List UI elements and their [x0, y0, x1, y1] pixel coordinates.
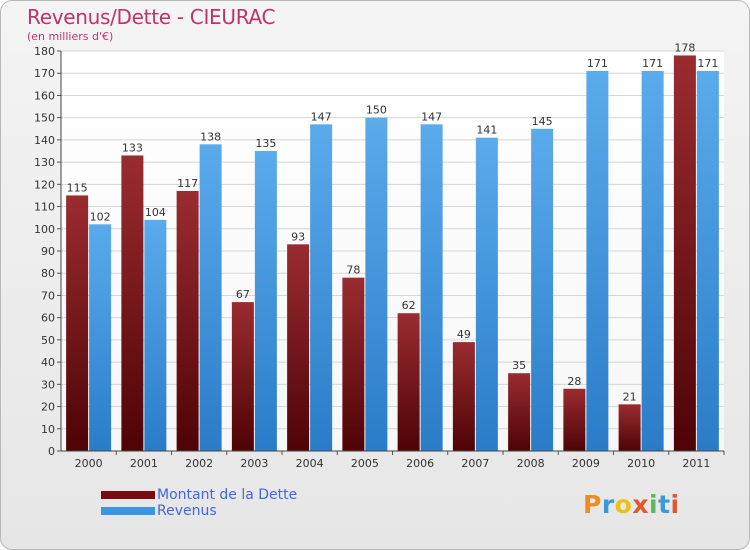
bar-debt: [121, 155, 144, 451]
logo-letter: i: [649, 490, 659, 519]
bar-debt: [342, 277, 365, 451]
y-tick-label: 130: [34, 156, 55, 169]
bar-debt: [508, 373, 531, 451]
legend-item-revenue: Revenus: [101, 502, 297, 519]
y-tick-label: 60: [41, 312, 55, 325]
legend-label-debt: Montant de la Dette: [157, 486, 298, 503]
logo-letter: P: [583, 490, 602, 519]
x-tick-label: 2001: [130, 457, 158, 470]
y-tick-label: 50: [41, 334, 55, 347]
bar-debt: [397, 313, 420, 451]
x-tick-label: 2008: [517, 457, 545, 470]
y-tick-label: 140: [34, 134, 55, 147]
bar-debt: [618, 404, 641, 451]
data-label-debt: 117: [177, 177, 198, 190]
bar-revenue: [420, 124, 443, 451]
data-label-revenue: 135: [255, 137, 276, 150]
x-tick-label: 2000: [75, 457, 103, 470]
bar-debt: [673, 55, 696, 451]
bar-revenue: [365, 117, 388, 452]
logo-letter: t: [658, 490, 671, 519]
bar-revenue: [475, 137, 498, 451]
y-tick-label: 160: [34, 89, 55, 102]
chart-subtitle: (en milliers d'€): [27, 30, 114, 43]
bar-revenue: [586, 71, 609, 451]
data-label-revenue: 171: [642, 57, 663, 70]
data-label-debt: 78: [346, 264, 360, 277]
data-label-revenue: 145: [532, 115, 553, 128]
data-label-debt: 49: [457, 328, 471, 341]
legend-item-debt: Montant de la Dette: [101, 486, 298, 503]
y-tick-label: 70: [41, 289, 55, 302]
data-label-revenue: 138: [200, 130, 221, 143]
data-label-debt: 28: [567, 375, 581, 388]
logo-letter: i: [670, 490, 680, 519]
data-label-debt: 178: [674, 41, 695, 54]
data-label-revenue: 147: [421, 110, 442, 123]
logo-letter: r: [601, 490, 615, 519]
x-tick-label: 2002: [185, 457, 213, 470]
y-tick-label: 0: [48, 445, 55, 458]
data-label-revenue: 171: [697, 57, 718, 70]
data-label-revenue: 104: [145, 206, 166, 219]
y-tick-label: 10: [41, 423, 55, 436]
bar-revenue: [144, 219, 167, 451]
data-label-debt: 62: [402, 299, 416, 312]
bar-debt: [66, 195, 89, 451]
bar-debt: [452, 342, 475, 451]
data-label-debt: 21: [623, 390, 637, 403]
logo-letter: o: [614, 490, 633, 519]
y-tick-label: 100: [34, 223, 55, 236]
x-tick-label: 2005: [351, 457, 379, 470]
bar-revenue: [696, 71, 719, 451]
legend-swatch-revenue: [101, 506, 155, 515]
bar-revenue: [89, 224, 112, 451]
chart-title: Revenus/Dette - CIEURAC: [27, 5, 276, 29]
legend-label-revenue: Revenus: [157, 502, 217, 519]
legend-swatch-debt: [101, 490, 155, 499]
y-tick-label: 170: [34, 67, 55, 80]
bar-debt: [563, 388, 586, 451]
data-label-revenue: 150: [366, 104, 387, 117]
logo-letter: x: [632, 490, 649, 519]
data-label-revenue: 147: [311, 110, 332, 123]
proxiti-logo: Proxiti: [583, 490, 680, 519]
y-tick-label: 40: [41, 356, 55, 369]
bar-revenue: [531, 128, 554, 451]
legend: Montant de la Dette Revenus: [101, 487, 297, 519]
bar-revenue: [254, 151, 277, 451]
x-tick-label: 2004: [296, 457, 324, 470]
y-tick-label: 120: [34, 178, 55, 191]
bar-revenue: [310, 124, 333, 451]
y-tick-label: 110: [34, 201, 55, 214]
data-label-debt: 93: [291, 230, 305, 243]
bar-revenue: [199, 144, 222, 452]
bar-debt: [176, 191, 199, 451]
data-label-debt: 115: [67, 181, 88, 194]
data-label-debt: 67: [236, 288, 250, 301]
x-tick-label: 2007: [461, 457, 489, 470]
bar-debt: [231, 302, 254, 451]
y-tick-label: 180: [34, 45, 55, 58]
data-label-revenue: 141: [476, 124, 497, 137]
bar-revenue: [641, 71, 664, 451]
x-tick-label: 2011: [682, 457, 710, 470]
x-tick-label: 2006: [406, 457, 434, 470]
x-tick-label: 2009: [572, 457, 600, 470]
data-label-revenue: 102: [90, 210, 111, 223]
x-tick-label: 2010: [627, 457, 655, 470]
y-tick-label: 20: [41, 401, 55, 414]
data-label-debt: 35: [512, 359, 526, 372]
bar-debt: [287, 244, 310, 451]
data-label-debt: 133: [122, 141, 143, 154]
y-tick-label: 30: [41, 378, 55, 391]
y-tick-label: 80: [41, 267, 55, 280]
x-tick-label: 2003: [240, 457, 268, 470]
y-tick-label: 150: [34, 112, 55, 125]
y-tick-label: 90: [41, 245, 55, 258]
data-label-revenue: 171: [587, 57, 608, 70]
